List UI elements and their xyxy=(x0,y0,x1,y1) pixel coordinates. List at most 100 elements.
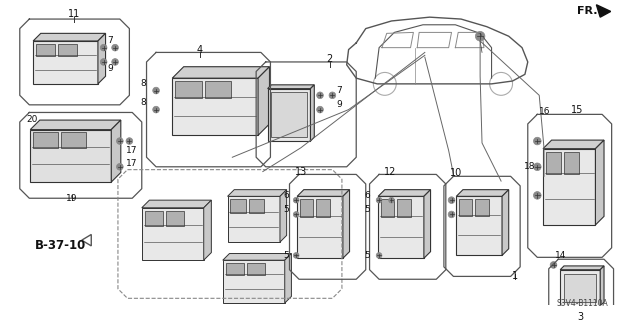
Text: 11: 11 xyxy=(68,9,80,19)
Polygon shape xyxy=(560,266,604,270)
Bar xyxy=(300,199,314,217)
Circle shape xyxy=(293,197,299,203)
Circle shape xyxy=(126,138,132,144)
Bar xyxy=(58,44,77,56)
Bar xyxy=(30,130,111,182)
Polygon shape xyxy=(111,120,121,182)
Text: 9: 9 xyxy=(336,100,342,109)
Bar xyxy=(175,81,202,98)
Polygon shape xyxy=(297,190,349,196)
Bar xyxy=(564,152,579,174)
Circle shape xyxy=(448,211,455,218)
Polygon shape xyxy=(456,190,509,196)
Bar xyxy=(271,92,307,137)
Bar xyxy=(564,274,596,302)
Polygon shape xyxy=(142,200,211,208)
Text: 2: 2 xyxy=(326,54,333,64)
Text: 5: 5 xyxy=(365,205,371,214)
Text: 5: 5 xyxy=(365,251,371,260)
Bar xyxy=(543,149,595,225)
Text: 5: 5 xyxy=(284,251,289,260)
Polygon shape xyxy=(280,190,287,242)
Polygon shape xyxy=(228,190,287,196)
Polygon shape xyxy=(258,67,269,135)
Bar xyxy=(316,199,330,217)
Bar xyxy=(546,152,561,174)
Bar xyxy=(61,132,86,148)
Text: 3: 3 xyxy=(577,312,583,320)
Bar xyxy=(166,211,184,226)
Bar xyxy=(297,196,343,258)
Circle shape xyxy=(116,138,123,144)
Text: 8: 8 xyxy=(141,79,147,88)
Bar xyxy=(268,89,310,141)
Circle shape xyxy=(317,106,323,113)
Polygon shape xyxy=(204,200,211,260)
Text: 7: 7 xyxy=(108,36,113,44)
Text: 9: 9 xyxy=(108,64,113,73)
Text: 5: 5 xyxy=(284,205,289,214)
Bar xyxy=(378,196,424,258)
Bar xyxy=(142,208,204,260)
Circle shape xyxy=(153,87,159,94)
Bar xyxy=(459,199,472,216)
Bar xyxy=(397,199,410,217)
Circle shape xyxy=(388,197,394,203)
Text: 13: 13 xyxy=(295,166,307,177)
Polygon shape xyxy=(596,5,611,17)
Text: S3V4-B1110A: S3V4-B1110A xyxy=(556,299,608,308)
Text: 6: 6 xyxy=(284,191,289,200)
Circle shape xyxy=(112,44,118,51)
Circle shape xyxy=(100,44,107,51)
Polygon shape xyxy=(424,190,431,258)
Text: FR.: FR. xyxy=(577,6,598,16)
Bar xyxy=(36,44,55,56)
Bar xyxy=(476,199,489,216)
Text: 17: 17 xyxy=(125,146,137,155)
Bar xyxy=(145,211,163,226)
Bar xyxy=(230,199,246,212)
Bar xyxy=(226,263,244,276)
Bar xyxy=(228,196,280,242)
Circle shape xyxy=(376,197,382,203)
Polygon shape xyxy=(98,33,106,84)
Text: 20: 20 xyxy=(26,115,38,124)
Bar xyxy=(33,132,58,148)
Circle shape xyxy=(153,106,159,113)
Text: 1: 1 xyxy=(513,271,518,281)
Polygon shape xyxy=(595,140,604,225)
Text: 7: 7 xyxy=(336,86,342,95)
Polygon shape xyxy=(600,266,604,306)
Circle shape xyxy=(112,59,118,65)
Text: 6: 6 xyxy=(365,191,371,200)
Bar xyxy=(456,196,502,255)
Polygon shape xyxy=(543,140,604,149)
Bar xyxy=(33,41,98,84)
Text: 16: 16 xyxy=(539,107,550,116)
Circle shape xyxy=(448,197,455,204)
Polygon shape xyxy=(268,85,314,89)
Circle shape xyxy=(116,164,123,170)
Polygon shape xyxy=(172,67,269,78)
Polygon shape xyxy=(285,253,291,303)
Circle shape xyxy=(476,31,485,41)
Bar xyxy=(172,78,258,135)
Bar xyxy=(381,199,394,217)
Text: 8: 8 xyxy=(141,99,147,108)
Text: 14: 14 xyxy=(556,251,567,260)
Polygon shape xyxy=(343,190,349,258)
Circle shape xyxy=(329,92,336,99)
Text: 15: 15 xyxy=(571,105,584,115)
Polygon shape xyxy=(33,33,106,41)
Circle shape xyxy=(293,252,299,258)
Polygon shape xyxy=(502,190,509,255)
Polygon shape xyxy=(223,253,291,260)
Polygon shape xyxy=(30,120,121,130)
Text: 18: 18 xyxy=(524,162,536,171)
Text: 12: 12 xyxy=(385,166,397,177)
Circle shape xyxy=(534,137,541,145)
Circle shape xyxy=(317,92,323,99)
Circle shape xyxy=(550,262,557,268)
Bar xyxy=(560,270,600,306)
Bar xyxy=(248,199,264,212)
